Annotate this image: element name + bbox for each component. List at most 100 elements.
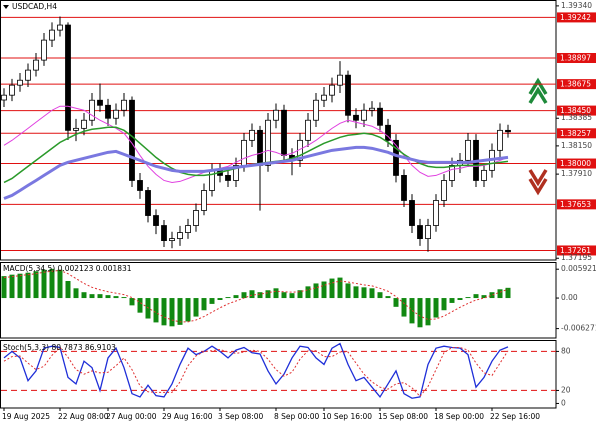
histogram-bar	[385, 296, 391, 299]
y-tick-label: 0.00	[561, 293, 578, 302]
candle-body	[481, 169, 487, 181]
y-tick-label: 1.37910	[561, 169, 592, 178]
candle-body	[225, 175, 231, 181]
histogram-bar	[257, 292, 263, 299]
histogram-bar	[73, 288, 79, 299]
histogram-bar	[137, 298, 143, 313]
x-tick-label: 3 Sep 08:00	[218, 412, 264, 421]
histogram-bar	[505, 287, 511, 299]
histogram-bar	[9, 274, 15, 299]
level-label-box	[557, 79, 596, 90]
candle-body	[273, 109, 279, 121]
menu-triangle[interactable]	[3, 5, 9, 9]
y-tick-label: 1.39340	[561, 1, 592, 10]
candle-body	[441, 180, 447, 201]
level-label: 1.38257	[560, 129, 591, 138]
level-label: 1.37653	[560, 200, 591, 209]
histogram-bar	[481, 295, 487, 299]
histogram-bar	[473, 294, 479, 299]
candle-body	[433, 200, 439, 226]
panel-title: Stoch(5,3,3) 80.7873 86.9103	[3, 343, 116, 352]
candle-body	[81, 119, 87, 129]
histogram-bar	[433, 298, 439, 318]
candle-body	[345, 74, 351, 116]
candle-body	[185, 225, 191, 233]
histogram-bar	[417, 298, 423, 328]
series-line	[3, 346, 509, 398]
candle-body	[401, 175, 407, 201]
candle-body	[9, 84, 15, 96]
candle-body	[57, 24, 63, 31]
candle-body	[353, 114, 359, 121]
candle-body	[73, 127, 79, 131]
candle-body	[377, 107, 383, 126]
series-line	[3, 145, 509, 200]
histogram-bar	[57, 269, 63, 299]
main-panel-frame	[0, 0, 557, 261]
candle-body	[113, 109, 119, 119]
histogram-bar	[281, 292, 287, 299]
y-tick-label: 80	[561, 346, 571, 355]
histogram-bar	[201, 298, 207, 311]
level-label: 1.38897	[560, 54, 591, 63]
candle-body	[1, 94, 7, 101]
candle-body	[409, 200, 415, 226]
histogram-bar	[297, 290, 303, 299]
x-tick-label: 15 Sep 08:00	[378, 412, 428, 421]
histogram-bar	[169, 298, 175, 327]
candle-body	[369, 107, 375, 111]
histogram-bar	[129, 298, 135, 306]
x-tick-label: 22 Aug 08:00	[58, 412, 109, 421]
x-tick-label: 22 Sep 16:00	[490, 412, 540, 421]
histogram-bar	[49, 268, 55, 299]
histogram-bar	[497, 289, 503, 299]
candle-body	[505, 129, 511, 133]
level-label: 1.39242	[560, 13, 591, 22]
level-label: 1.38450	[560, 106, 591, 115]
histogram-bar	[425, 298, 431, 326]
level-label: 1.37261	[560, 246, 591, 255]
candle-body	[241, 139, 247, 166]
y-tick-label: 0.005921	[561, 264, 596, 273]
y-tick-label: 1.38385	[561, 113, 592, 122]
candle-body	[321, 94, 327, 101]
candle-body	[329, 84, 335, 96]
stoch-panel-frame	[0, 340, 557, 409]
histogram-bar	[401, 298, 407, 317]
histogram-bar	[241, 292, 247, 299]
histogram-bar	[41, 269, 47, 299]
level-label-box	[557, 128, 596, 139]
candle-body	[105, 104, 111, 119]
histogram-bar	[377, 292, 383, 299]
panel-title: USDCAD,H4	[12, 2, 57, 11]
histogram-bar	[193, 298, 199, 317]
candle-body	[41, 39, 47, 61]
candle-body	[161, 225, 167, 241]
candle-body	[425, 225, 431, 239]
up-arrow	[528, 77, 548, 104]
level-label: 1.38675	[560, 80, 591, 89]
histogram-bar	[1, 276, 7, 299]
candle-body	[449, 165, 455, 181]
histogram-bar	[273, 288, 279, 299]
candle-body	[25, 69, 31, 81]
candle-body	[497, 129, 503, 151]
histogram-bar	[393, 298, 399, 307]
histogram-bar	[65, 281, 71, 299]
histogram-bar	[313, 283, 319, 299]
histogram-bar	[337, 277, 343, 299]
histogram-bar	[249, 290, 255, 299]
candle-body	[89, 99, 95, 121]
series-line	[3, 105, 509, 183]
candle-body	[313, 99, 319, 121]
candle-body	[385, 124, 391, 141]
level-label-box	[557, 158, 596, 169]
candle-body	[193, 210, 199, 226]
histogram-bar	[465, 297, 471, 299]
x-tick-label: 10 Sep 16:00	[322, 412, 372, 421]
y-tick-label: -0.006271	[561, 324, 596, 333]
histogram-bar	[265, 290, 271, 299]
candle-body	[233, 165, 239, 181]
histogram-bar	[305, 286, 311, 299]
